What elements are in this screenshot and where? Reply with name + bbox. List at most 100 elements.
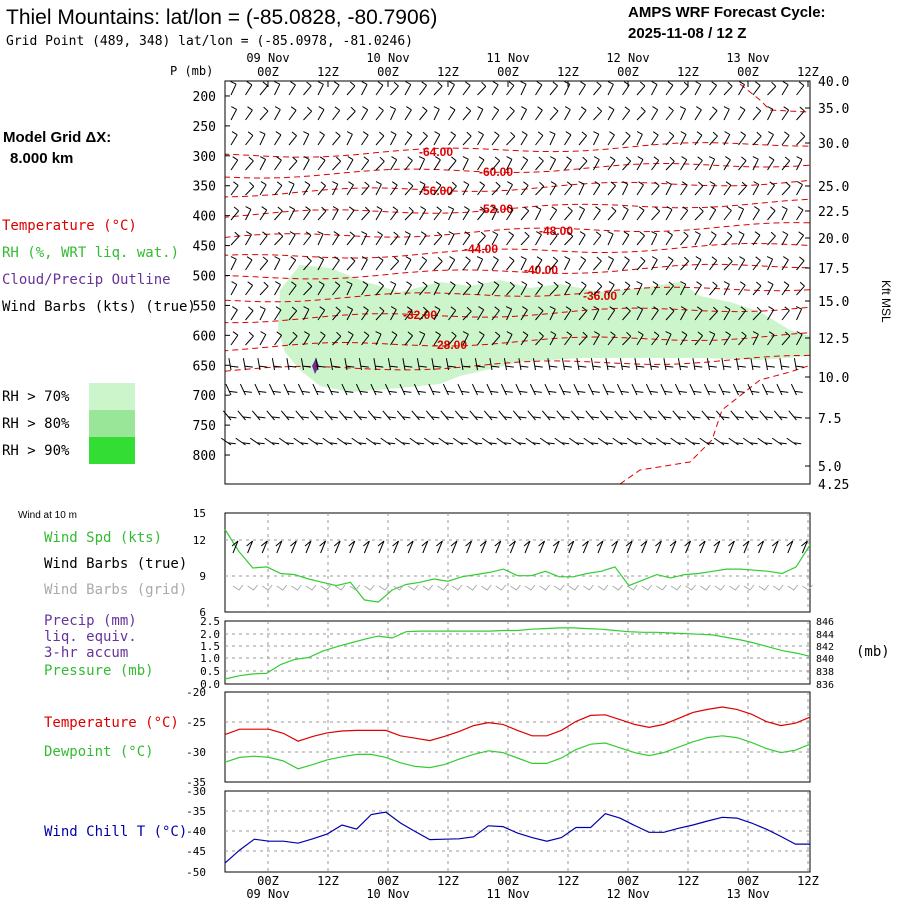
grid-wind-barb [305, 584, 317, 591]
pressure-tick-label: 350 [193, 180, 216, 195]
temperature-contour-label: -56.00 [419, 184, 453, 198]
wind-barb [431, 358, 442, 371]
y-tick-label: 9 [199, 570, 206, 583]
wind-barb [462, 156, 469, 171]
wind-barb [593, 231, 602, 246]
wind-barb [721, 358, 732, 371]
wind-barb [564, 281, 571, 296]
top-time-tick-label: 12Z [677, 65, 699, 79]
wind-barb [665, 81, 674, 96]
wind-barb [776, 383, 789, 396]
wind-barb [448, 281, 456, 296]
wind-barb [361, 256, 368, 271]
wind-barb [390, 306, 397, 321]
wind-barb [614, 410, 628, 421]
wind-barb [346, 231, 355, 246]
bottom-time-tick-label: 12Z [677, 874, 699, 888]
surface-wind-barb [348, 540, 356, 554]
height-tick-label: 30.0 [818, 137, 849, 152]
wind-barb [767, 106, 774, 121]
wind-barb [346, 81, 356, 96]
grid-wind-barb [466, 584, 477, 591]
surface-wind-barb [684, 540, 692, 554]
wind-barb [445, 358, 456, 371]
temperature-line [224, 706, 811, 742]
wind-barb [597, 437, 613, 446]
wind-barb [549, 206, 558, 221]
wind-barb [274, 156, 282, 171]
wind-barb [670, 437, 686, 446]
wind-barb [303, 331, 310, 346]
grid-wind-barb [407, 584, 419, 591]
grid-wind-barb [480, 584, 492, 591]
wind-barb [317, 331, 326, 346]
wind-barb [237, 410, 251, 421]
wind-barb [706, 358, 717, 371]
temperature-contour-label: -28.00 [433, 338, 467, 352]
wind-barb [324, 410, 338, 421]
wind-barb [796, 131, 806, 146]
wind-barb [332, 206, 339, 221]
wind-barb [288, 181, 295, 196]
wind-barb [370, 383, 383, 396]
y-tick-label: -30 [186, 785, 206, 798]
wind-barb [394, 437, 410, 446]
wind-barb [274, 131, 282, 146]
wind-barb [409, 437, 425, 446]
surface-wind-barb [625, 540, 633, 554]
wind-barb [245, 156, 254, 171]
wind-barb [433, 306, 441, 321]
wind-barb [723, 81, 733, 96]
wind-barb [665, 206, 673, 221]
wind-barb [288, 206, 296, 221]
wind-barb [651, 231, 658, 246]
y-tick-label: -40 [186, 825, 206, 838]
wind-barb [520, 281, 528, 296]
wind-barb [747, 383, 760, 396]
pressure-tick-label: 550 [193, 299, 216, 314]
wind-barb [329, 358, 340, 371]
wind-barb [735, 358, 746, 371]
wind-barb [361, 131, 369, 146]
wind-barb [723, 106, 730, 121]
wind-barb [413, 383, 426, 396]
wind-barb [709, 306, 719, 321]
wind-barb [462, 106, 472, 121]
rh-70-region [278, 265, 810, 392]
wind-barb [346, 306, 354, 321]
wind-barb [535, 181, 545, 196]
wind-barb [375, 131, 385, 146]
legend-pressure: Pressure (mb) [44, 663, 154, 679]
wind-barb [694, 231, 701, 246]
wind-barb [616, 383, 629, 396]
wind-barb [607, 131, 615, 146]
wind-barb [689, 383, 702, 396]
wind-barb [390, 131, 397, 146]
wind-barb [506, 281, 515, 296]
y-tick-label: 12 [193, 534, 206, 547]
grid-wind-barb [276, 584, 288, 591]
wind-barb [419, 81, 428, 96]
surface-wind-barb [611, 540, 619, 554]
wind-barb [583, 437, 599, 446]
y-tick-label: -25 [186, 716, 206, 729]
wind-barb [491, 231, 499, 246]
wind-barb [634, 358, 645, 371]
wind-barb [578, 331, 588, 346]
wind-barb [767, 331, 775, 346]
temperature-contour-line [224, 179, 811, 198]
pressure-line [224, 627, 811, 680]
surface-wind-barb [640, 540, 648, 554]
wind-barb [684, 437, 700, 446]
wind-barb [766, 256, 774, 271]
wind-barb [665, 181, 672, 196]
grid-wind-barb [334, 584, 346, 591]
surface-wind-barb [742, 540, 750, 554]
wind-barb [767, 156, 775, 171]
wind-barb [636, 206, 645, 221]
surface-wind-barb [801, 540, 808, 554]
grid-wind-barb [364, 584, 375, 591]
wind-barb [607, 206, 617, 221]
wind-barb [651, 256, 658, 271]
top-time-tick-label: 00Z [737, 65, 759, 79]
